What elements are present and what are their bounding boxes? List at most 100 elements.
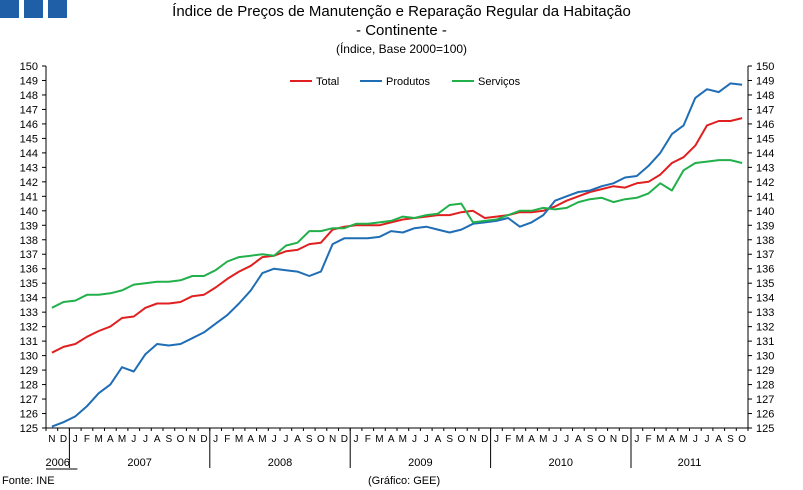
y-tick-label-left: 125 [20,423,38,435]
month-label: J [494,434,499,445]
year-label: 2006 [45,457,69,469]
y-tick-label-right: 144 [756,148,774,160]
month-label: M [118,434,126,445]
y-tick-label-left: 129 [20,365,38,377]
month-label: M [258,434,266,445]
month-label: M [656,434,664,445]
month-label: F [365,434,371,445]
y-tick-label-right: 149 [756,75,774,87]
legend-label: Serviços [478,76,521,88]
year-label: 2009 [408,457,432,469]
y-tick-label-left: 130 [20,351,38,363]
month-label: J [564,434,569,445]
y-tick-label-left: 139 [20,220,38,232]
y-tick-label-right: 140 [756,206,774,218]
y-tick-label-left: 150 [20,61,38,73]
y-tick-label-right: 138 [756,235,774,247]
y-tick-label-left: 128 [20,380,38,392]
chart-subtitle: (Índice, Base 2000=100) [335,42,468,56]
y-tick-label-left: 147 [20,104,38,116]
y-tick-label-left: 131 [20,336,38,348]
y-tick-label-left: 132 [20,322,38,334]
y-tick-label-right: 130 [756,351,774,363]
y-tick-label-right: 135 [756,278,774,290]
y-tick-label-left: 146 [20,119,38,131]
month-label: S [166,434,173,445]
month-label: J [424,434,429,445]
month-label: D [60,434,67,445]
month-label: M [399,434,407,445]
month-label: S [446,434,453,445]
year-label: 2010 [549,457,573,469]
series-line-serviços [51,159,743,309]
month-label: J [272,434,277,445]
y-tick-label-left: 138 [20,235,38,247]
series-line-total [51,117,743,354]
month-label: A [154,434,161,445]
month-label: D [622,434,629,445]
month-label: A [435,434,442,445]
month-label: O [738,434,746,445]
y-tick-label-right: 132 [756,322,774,334]
y-tick-label-left: 145 [20,133,38,145]
month-label: M [375,434,383,445]
chart-region-title: - Continente - [356,22,447,39]
month-label: M [235,434,243,445]
year-label: 2007 [127,457,151,469]
y-tick-label-left: 142 [20,177,38,189]
month-label: M [516,434,524,445]
y-tick-label-right: 125 [756,423,774,435]
month-label: S [306,434,313,445]
y-tick-label-right: 142 [756,177,774,189]
month-label: O [598,434,606,445]
y-tick-label-left: 135 [20,278,38,290]
month-label: O [177,434,185,445]
y-tick-label-right: 134 [756,293,774,305]
month-label: J [354,434,359,445]
y-tick-label-right: 131 [756,336,774,348]
y-tick-label-right: 145 [756,133,774,145]
y-tick-label-right: 126 [756,409,774,421]
chart-title: Índice de Preços de Manutenção e Reparaç… [172,3,631,20]
y-tick-label-left: 134 [20,293,38,305]
month-label: N [189,434,196,445]
y-tick-label-left: 144 [20,148,38,160]
y-tick-label-left: 148 [20,90,38,102]
month-label: J [143,434,148,445]
y-tick-label-right: 143 [756,162,774,174]
y-tick-label-right: 148 [756,90,774,102]
chart-credit: (Gráfico: GEE) [368,475,441,487]
y-tick-label-right: 129 [756,365,774,377]
month-label: O [457,434,465,445]
y-tick-label-left: 140 [20,206,38,218]
y-tick-label-right: 137 [756,249,774,261]
month-label: A [107,434,114,445]
y-tick-label-left: 133 [20,307,38,319]
month-label: A [669,434,676,445]
month-label: S [727,434,734,445]
y-tick-label-right: 136 [756,264,774,276]
y-tick-label-right: 147 [756,104,774,116]
logo-block-1 [0,0,19,18]
month-label: J [73,434,78,445]
legend-label: Total [316,76,339,88]
month-label: A [575,434,582,445]
month-label: J [634,434,639,445]
month-label: D [200,434,207,445]
month-label: F [645,434,651,445]
month-label: J [552,434,557,445]
month-label: N [329,434,336,445]
month-label: F [224,434,230,445]
month-label: N [48,434,55,445]
logo-block-3 [48,0,67,18]
month-label: S [587,434,594,445]
y-tick-label-left: 137 [20,249,38,261]
month-label: D [341,434,348,445]
y-tick-label-right: 139 [756,220,774,232]
y-tick-label-right: 146 [756,119,774,131]
month-label: O [317,434,325,445]
y-tick-label-left: 141 [20,191,38,203]
month-label: J [412,434,417,445]
month-label: J [705,434,710,445]
